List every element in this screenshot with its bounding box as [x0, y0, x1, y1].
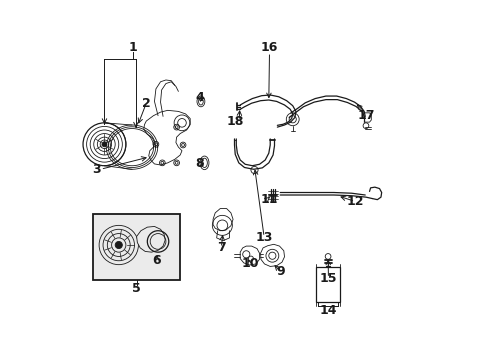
Text: 14: 14 — [319, 304, 337, 317]
Text: 3: 3 — [92, 163, 101, 176]
Text: 17: 17 — [356, 109, 374, 122]
Circle shape — [115, 242, 122, 249]
Text: 5: 5 — [132, 283, 141, 296]
Circle shape — [107, 234, 130, 256]
Bar — [315, 267, 340, 302]
Text: 1: 1 — [128, 41, 137, 54]
Circle shape — [111, 238, 125, 252]
Text: 2: 2 — [142, 97, 150, 110]
Bar — [93, 214, 180, 280]
Circle shape — [99, 225, 138, 265]
Text: 7: 7 — [217, 241, 225, 255]
Text: 10: 10 — [241, 257, 258, 270]
Circle shape — [103, 229, 134, 261]
Text: 15: 15 — [319, 272, 337, 285]
Text: 13: 13 — [255, 231, 272, 244]
Text: 4: 4 — [195, 91, 204, 104]
Text: 16: 16 — [260, 41, 278, 54]
Text: 18: 18 — [226, 114, 244, 127]
Polygon shape — [136, 226, 165, 252]
Text: 6: 6 — [152, 254, 161, 267]
Text: 8: 8 — [195, 157, 204, 170]
Text: 11: 11 — [260, 193, 278, 206]
Text: 12: 12 — [346, 195, 363, 208]
Circle shape — [102, 142, 107, 147]
Text: 9: 9 — [275, 265, 284, 278]
